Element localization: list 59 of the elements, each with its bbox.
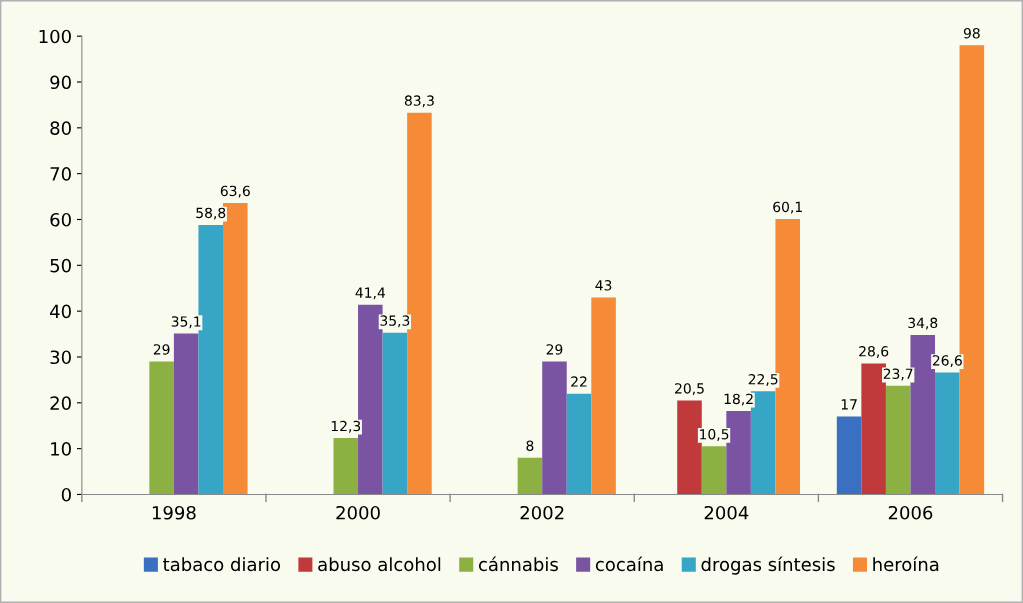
y-tick-label: 60: [50, 212, 71, 227]
data-label: 22: [571, 376, 587, 387]
data-label: 20,5: [675, 383, 704, 396]
x-tick-label: 2000: [336, 505, 380, 520]
bar: [382, 332, 408, 495]
data-label: 29: [153, 344, 170, 355]
data-label: 17: [841, 399, 857, 410]
x-tick-label: 1998: [152, 505, 196, 520]
legend-label: cánnabis: [478, 556, 558, 572]
data-label: 63,6: [220, 185, 250, 198]
data-label: 22,5: [748, 373, 778, 386]
data-label: 98: [963, 27, 980, 39]
data-label: 29: [546, 344, 563, 355]
y-tick-label: 70: [50, 167, 71, 181]
data-label: 26,6: [932, 355, 962, 368]
legend-label: drogas síntesis: [701, 556, 835, 575]
data-label: 18,2: [724, 393, 753, 406]
bar: [885, 385, 911, 495]
data-label: 12,3: [331, 420, 361, 433]
data-label: 10,5: [700, 428, 729, 441]
bar: [223, 202, 248, 495]
data-label: 58,8: [196, 207, 226, 220]
data-label: 34,8: [908, 317, 938, 330]
bar: [173, 333, 199, 495]
data-label: 60,1: [773, 201, 802, 214]
data-label: 83,3: [404, 95, 434, 108]
bar: [836, 416, 862, 495]
bar: [517, 457, 543, 495]
legend-label: abuso alcohol: [318, 557, 441, 572]
data-label: 43: [595, 280, 612, 291]
y-tick-label: 90: [50, 75, 71, 90]
y-tick-label: 100: [39, 29, 71, 44]
data-label: 23,7: [883, 368, 913, 381]
y-tick-label: 10: [51, 442, 71, 456]
data-label: 28,6: [859, 346, 889, 358]
y-tick-label: 50: [50, 258, 71, 273]
bar: [149, 361, 174, 495]
bar: [935, 372, 960, 495]
x-tick-label: 2002: [520, 505, 564, 520]
data-label: 41,4: [355, 287, 386, 300]
data-label: 35,3: [380, 315, 410, 328]
bar: [333, 438, 359, 495]
y-tick-label: 40: [50, 304, 71, 319]
bar: [566, 393, 592, 495]
bar: [591, 297, 616, 495]
y-tick-label: 0: [61, 487, 71, 502]
y-tick-label: 80: [50, 121, 71, 135]
legend-label: cocaína: [595, 556, 663, 572]
bar: [542, 361, 567, 495]
y-tick-label: 20: [50, 396, 71, 410]
data-label: 8: [526, 440, 534, 451]
bar: [701, 446, 727, 495]
data-label: 35,1: [171, 316, 201, 329]
legend-label: heroína: [873, 556, 939, 572]
x-tick-label: 2006: [888, 505, 933, 520]
legend-label: tabaco diario: [163, 557, 281, 572]
y-tick-label: 30: [50, 350, 71, 365]
x-tick-label: 2004: [704, 505, 749, 520]
bar: [677, 400, 702, 495]
